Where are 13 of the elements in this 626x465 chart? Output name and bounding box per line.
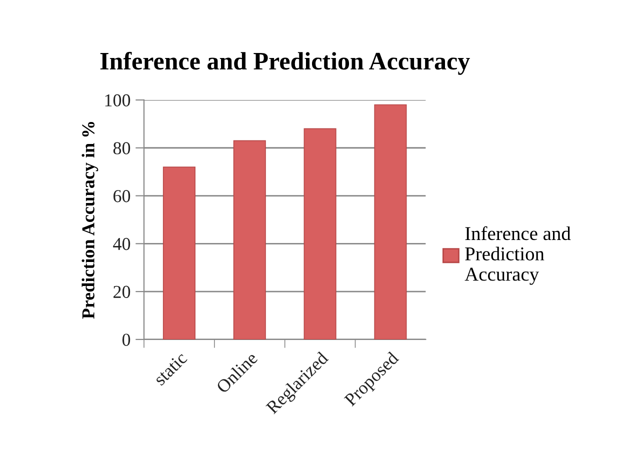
chart-title: Inference and Prediction Accuracy: [100, 52, 470, 75]
bar: [162, 166, 196, 340]
y-axis-title: Prediction Accuracy in %: [82, 122, 98, 319]
bar: [304, 128, 336, 340]
y-tick-label: 60: [114, 190, 130, 202]
y-tick-label: 40: [113, 238, 130, 250]
y-tick-label: 80: [113, 142, 130, 154]
y-tick-label: 20: [114, 286, 130, 298]
y-tick-label: 0: [122, 334, 130, 346]
bar: [233, 140, 266, 340]
y-tick-label: 100: [105, 94, 130, 106]
bar: [374, 104, 407, 340]
legend-label: Inference and Prediction Accuracy: [464, 226, 571, 285]
